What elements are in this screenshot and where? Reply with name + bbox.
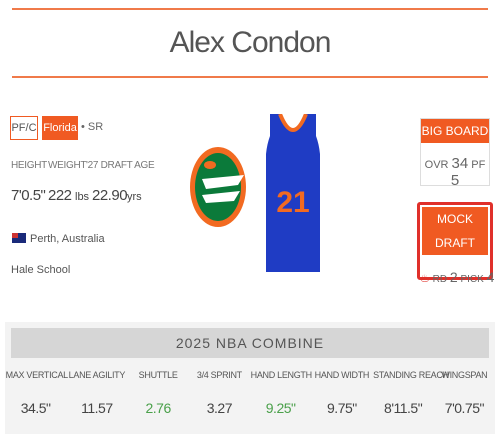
combine-panel: 2025 NBA COMBINE MAX VERTICAL 34.5" LANE A… [5, 322, 495, 434]
bio-label: HEIGHT [11, 160, 47, 171]
combine-stats: MAX VERTICAL 34.5" LANE AGILITY 11.57 SHUTTL… [5, 358, 495, 434]
stat-label: LANE AGILITY [68, 370, 126, 380]
stat-label: HAND WIDTH [314, 370, 370, 380]
mock-draft-card[interactable]: MOCK DRAFT ♨ RD 2 PICK 4 [417, 202, 494, 285]
stat-label: STANDING REACH [373, 370, 449, 380]
jersey-trim [278, 114, 308, 132]
high-school: Hale School [11, 264, 71, 276]
big-board-title: BIG BOARD [421, 119, 489, 143]
stat-label: WINGSPAN [441, 370, 488, 380]
draft-age: 22.90 [92, 187, 128, 204]
stat-value: 8'11.5" [384, 400, 423, 416]
flag-field [12, 233, 26, 243]
stat-value: 9.25" [265, 400, 296, 416]
jersey-body [266, 114, 320, 272]
jersey [266, 114, 320, 272]
round: 2 [449, 269, 458, 285]
stat-value: 11.57 [81, 400, 113, 416]
round-label: RD [432, 274, 448, 285]
weight-unit: lbs [75, 191, 90, 203]
logo-eye [204, 161, 216, 169]
big-board-card[interactable]: BIG BOARD OVR 34 PF 5 [420, 118, 490, 189]
stat-value: 3.27 [206, 400, 233, 416]
stat-value: 34.5" [20, 400, 51, 416]
bio-label: WEIGHT [48, 160, 87, 171]
stat-value: 7'0.75" [444, 400, 485, 416]
big-board-body: OVR 34 PF 5 [421, 155, 489, 189]
stat-label: 3/4 SPRINT [196, 370, 242, 380]
stat-label: MAX VERTICAL [5, 370, 69, 380]
hometown: Perth, Australia [30, 233, 105, 245]
draft-age-unit: yrs [127, 191, 142, 203]
position-rank: 5 [450, 172, 460, 189]
bio-label: '27 DRAFT AGE [86, 160, 155, 171]
top-rule [12, 8, 488, 10]
team-icon: ♨ [420, 273, 430, 285]
combine-title: 2025 NBA COMBINE [11, 328, 489, 358]
position-label: PF [471, 159, 486, 171]
flag-canton [12, 233, 18, 238]
mock-draft-title: MOCK DRAFT [422, 207, 488, 255]
player-name: Alex Condon [169, 26, 332, 59]
stat-label: HAND LENGTH [250, 370, 313, 380]
weight: 222 [48, 187, 72, 204]
stat-value: 2.76 [145, 400, 172, 416]
height: 7'0.5" [11, 187, 46, 204]
jersey-number: 21 [276, 186, 310, 219]
stat-label: SHUTTLE [138, 370, 178, 380]
flag-icon [12, 233, 26, 243]
class-year: • SR [81, 121, 104, 133]
position-badge: PF/C [10, 116, 38, 140]
logo-teeth [202, 191, 240, 203]
team-logo [190, 147, 246, 227]
pick: 4 [486, 269, 495, 285]
mock-draft-body: ♨ RD 2 PICK 4 [420, 269, 494, 285]
overall-rank: 34 [451, 155, 469, 172]
logo-teeth [202, 175, 244, 189]
pick-label: PICK [460, 274, 484, 285]
school-badge[interactable]: Florida [42, 116, 78, 140]
overall-label: OVR [424, 159, 449, 171]
name-rule [12, 76, 488, 78]
stat-value: 9.75" [327, 400, 357, 416]
